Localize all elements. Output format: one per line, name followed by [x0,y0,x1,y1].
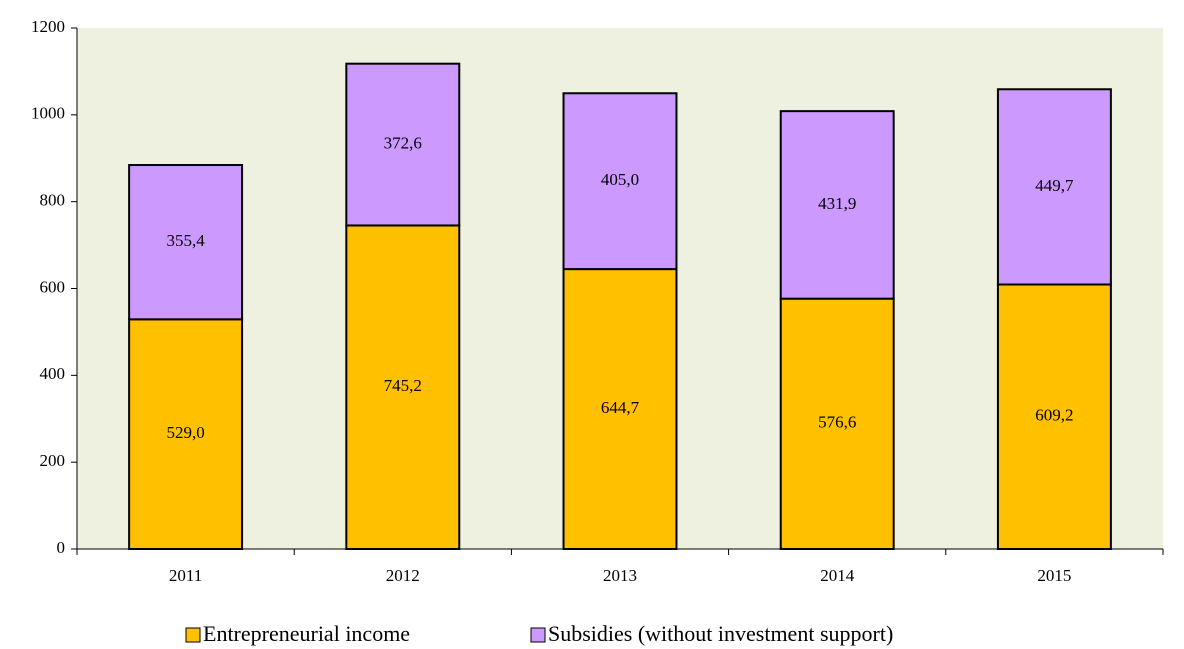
x-tick-label: 2012 [386,566,420,585]
bar-segment [345,224,461,550]
y-tick-label: 0 [57,538,66,557]
legend-swatch [530,627,546,643]
x-tick-label: 2015 [1037,566,1071,585]
bar-segment [779,110,895,300]
data-label: 644,7 [601,398,640,417]
y-tick-label: 1000 [31,104,65,123]
data-label: 576,6 [818,413,856,432]
legend-swatch [185,627,201,643]
bar-segment [996,283,1112,550]
data-label: 431,9 [818,194,856,213]
data-label: 405,0 [601,170,639,189]
y-tick-label: 1200 [31,17,65,36]
data-label: 745,2 [384,376,422,395]
bar-segment [779,297,895,550]
bar-segment [996,88,1112,286]
data-label: 449,7 [1035,176,1074,195]
legend-label: Entrepreneurial income [203,621,410,646]
x-tick-label: 2014 [820,566,855,585]
data-label: 372,6 [384,133,422,152]
bar-segment [345,62,461,227]
y-tick-label: 600 [40,277,66,296]
y-tick-label: 400 [40,364,66,383]
data-label: 355,4 [166,231,205,250]
y-tick-label: 800 [40,191,66,210]
y-tick-label: 200 [40,451,66,470]
bar-segment [128,164,244,321]
x-tick-label: 2011 [169,566,202,585]
x-tick-label: 2013 [603,566,637,585]
legend-label: Subsidies (without investment support) [548,621,893,646]
data-label: 609,2 [1035,406,1073,425]
bar-segment [562,92,678,271]
data-label: 529,0 [166,423,204,442]
